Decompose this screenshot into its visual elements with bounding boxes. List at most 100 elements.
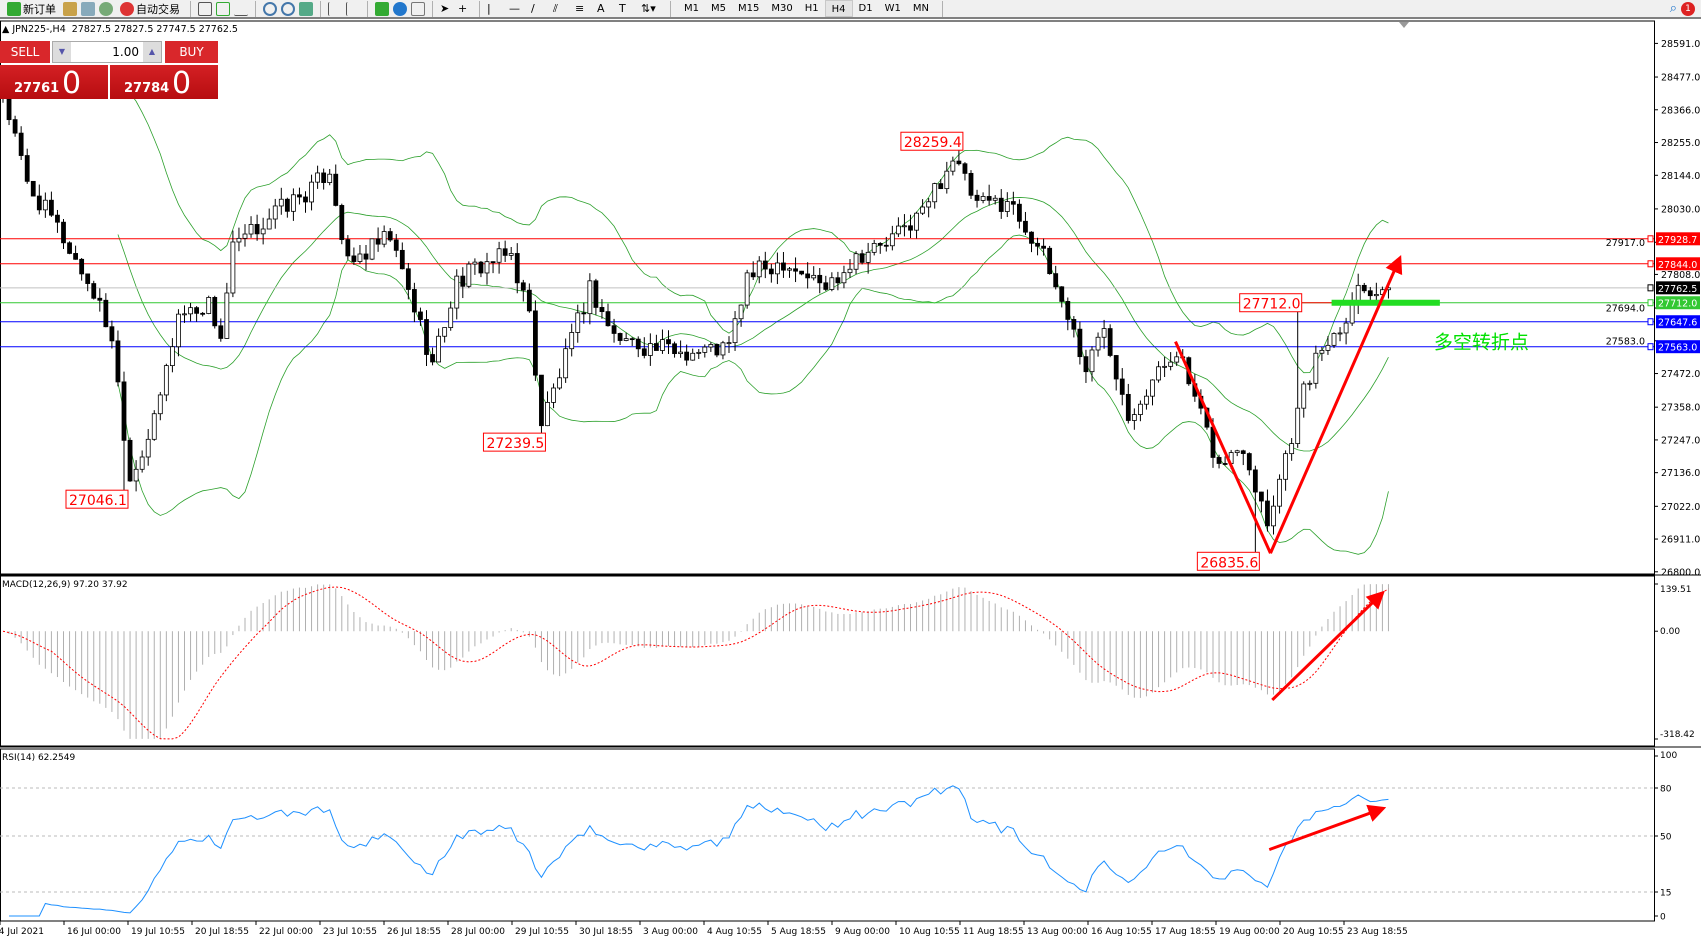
candle (520, 282, 526, 291)
zoom-in-icon[interactable] (263, 1, 277, 16)
timeframe-m15[interactable]: M15 (738, 3, 760, 14)
price-annotation: 27239.5 (486, 436, 544, 452)
level-price-badge (1656, 340, 1700, 354)
candle (266, 218, 272, 230)
signal-icon[interactable] (99, 1, 113, 16)
lot-value[interactable]: 1.00 (112, 45, 139, 59)
price-annotation: 26835.6 (1200, 555, 1258, 571)
candle (369, 238, 375, 260)
market-watch-icon[interactable] (63, 1, 77, 16)
candle (1373, 294, 1379, 297)
candle (1156, 366, 1161, 381)
autoscroll-icon[interactable] (328, 1, 342, 16)
rsi-line (9, 785, 1389, 917)
candlestick-icon[interactable] (216, 1, 230, 16)
candle (145, 438, 151, 458)
candle (303, 196, 308, 203)
lot-increase-button[interactable]: ▲ (143, 42, 161, 62)
candle (176, 313, 181, 348)
candle (351, 255, 357, 262)
price-tick-label: 26800.0 (1661, 567, 1700, 578)
turning-point-label: 多空转折点 (1434, 332, 1529, 354)
candle (841, 272, 847, 284)
chart-shift-icon[interactable] (346, 1, 360, 16)
price-tick-label: 27136.0 (1661, 468, 1700, 479)
candle (357, 253, 363, 262)
symbol-label: JPN225-,H4 (12, 24, 66, 35)
timeframe-d1[interactable]: D1 (858, 3, 873, 14)
auto-trading-button[interactable]: 自动交易 (117, 0, 183, 17)
candle (1077, 328, 1083, 358)
vertical-line-icon[interactable]: | (487, 2, 491, 15)
level-price-label: 27844.0 (1658, 260, 1697, 271)
price-tick-label: 26911.0 (1661, 535, 1700, 546)
candle (902, 225, 907, 228)
lot-size-field[interactable]: ▼ 1.00 ▲ (52, 41, 162, 63)
templates-icon[interactable] (411, 1, 425, 16)
toolbar-separator (367, 0, 368, 17)
candle (581, 312, 587, 315)
candle (436, 335, 442, 363)
zoom-out-icon[interactable] (281, 1, 295, 16)
lot-decrease-button[interactable]: ▼ (53, 42, 71, 62)
sell-button[interactable]: SELL (0, 41, 50, 63)
candle (1343, 322, 1349, 334)
candle (732, 318, 738, 344)
line-chart-icon[interactable] (234, 2, 248, 16)
text-label-icon[interactable]: T (619, 2, 626, 15)
cursor-icon[interactable]: ➤ (440, 2, 450, 15)
timeframe-m5[interactable]: M5 (711, 3, 726, 14)
crosshair-icon[interactable]: + (458, 2, 468, 15)
buy-price-button[interactable]: 27784 0 (110, 65, 218, 101)
candle (847, 268, 853, 274)
candle (787, 268, 792, 271)
timeframe-h1[interactable]: H1 (804, 3, 819, 14)
candle (611, 325, 617, 334)
timeframe-w1[interactable]: W1 (884, 3, 901, 14)
rsi-axis-label: 15 (1660, 889, 1671, 899)
notification-badge[interactable]: 1 (1681, 1, 1695, 16)
toolbar-separator (320, 0, 321, 17)
level-price-label: 27647.6 (1658, 318, 1697, 329)
timeframe-m1[interactable]: M1 (684, 3, 699, 14)
candle (212, 297, 218, 327)
candle (182, 313, 187, 316)
candle (284, 198, 290, 212)
candle (666, 339, 671, 345)
candle (1095, 336, 1101, 351)
toolbar-separator (190, 0, 191, 17)
new-order-button[interactable]: 新订单 (4, 0, 59, 17)
fibonacci-icon[interactable]: ≡ (575, 2, 585, 15)
toolbar: 新订单 自动交易 ➤ + | — / ⫽ ≡ A T ⇅▾ M1 M5 M15 M30… (0, 0, 1701, 19)
candle (254, 224, 260, 235)
tile-windows-icon[interactable] (299, 1, 313, 16)
sell-price-button[interactable]: 27761 0 (0, 65, 108, 101)
channel-icon[interactable]: ⫽ (553, 1, 558, 15)
timeframe-m30[interactable]: M30 (771, 3, 793, 14)
arrows-icon[interactable]: ⇅▾ (641, 2, 656, 15)
macd-axis-label: 0.00 (1660, 627, 1680, 637)
candle (508, 253, 514, 256)
bar-chart-icon[interactable] (198, 1, 212, 16)
cloud-icon[interactable] (81, 1, 95, 16)
candle (387, 231, 393, 241)
rsi-label: RSI(14) 62.2549 (2, 753, 75, 763)
trendline-icon[interactable]: / (531, 2, 535, 15)
candle (1047, 247, 1053, 275)
buy-button[interactable]: BUY (165, 41, 218, 63)
chart-shift-marker (1399, 22, 1409, 28)
horizontal-line-icon[interactable]: — (509, 2, 520, 15)
periods-clock-icon[interactable] (393, 1, 407, 16)
indicators-icon[interactable] (375, 1, 389, 16)
candle (97, 297, 103, 301)
timeframe-mn[interactable]: MN (912, 3, 929, 14)
timeframe-h4[interactable]: H4 (824, 0, 853, 17)
candle (569, 332, 575, 350)
candle (1283, 453, 1288, 480)
text-tool-icon[interactable]: A (597, 2, 605, 15)
rsi-axis-label: 100 (1660, 751, 1677, 761)
search-icon[interactable]: ⌕ (1669, 1, 1677, 16)
candle (224, 292, 230, 339)
candle (750, 272, 756, 278)
